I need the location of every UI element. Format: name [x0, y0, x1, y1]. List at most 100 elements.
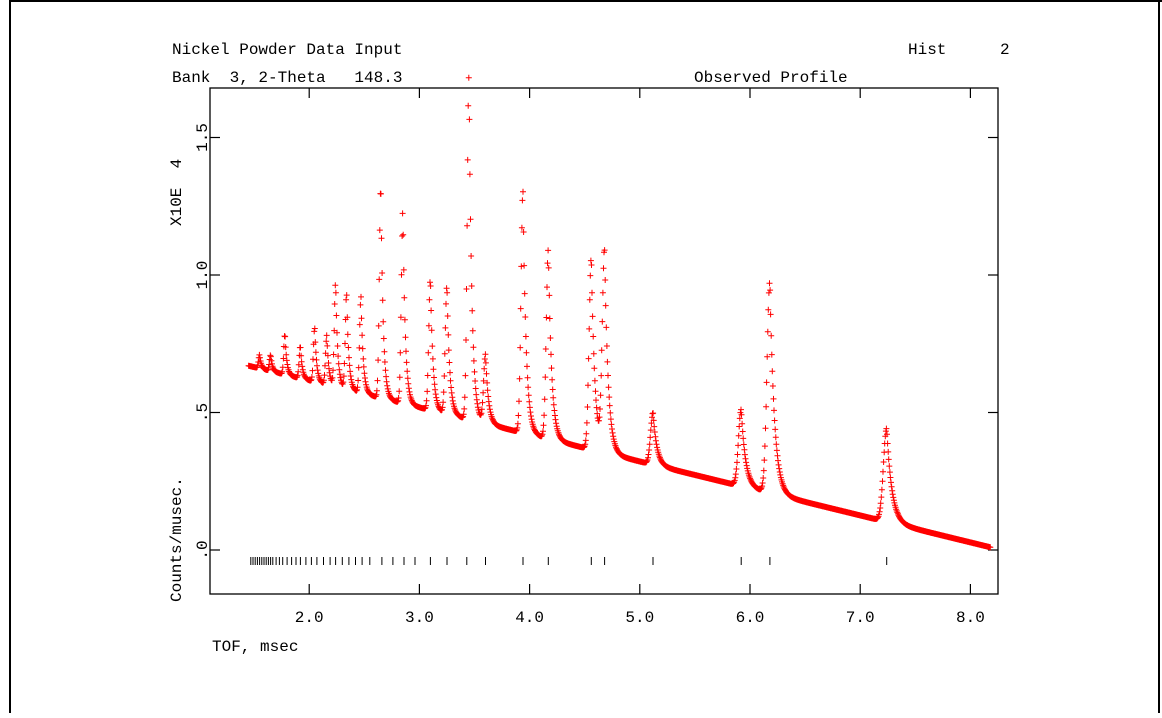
- data-point: [465, 74, 472, 81]
- data-point: [428, 307, 435, 314]
- x-tick-label: 8.0: [956, 609, 985, 627]
- x-axis-label: TOF, msec: [212, 638, 298, 656]
- data-point: [425, 349, 432, 356]
- data-point: [376, 227, 383, 234]
- data-point: [356, 321, 363, 328]
- bank-info: Bank 3, 2-Theta 148.3: [172, 69, 402, 87]
- x-tick-label: 4.0: [515, 609, 544, 627]
- data-point: [540, 428, 546, 435]
- data-point: [400, 266, 407, 273]
- data-point: [321, 372, 328, 379]
- data-point: [347, 368, 354, 375]
- hist-value: 2: [1000, 41, 1010, 59]
- data-point: [762, 425, 769, 432]
- data-point: [431, 374, 437, 381]
- data-point: [399, 210, 406, 217]
- data-point: [601, 247, 608, 254]
- data-point: [582, 437, 589, 444]
- data-point: [340, 379, 347, 386]
- data-point: [519, 197, 526, 204]
- data-point: [759, 480, 766, 486]
- data-point: [484, 379, 491, 386]
- data-point: [372, 393, 379, 400]
- y-axis: .0 .5 1.0 1.5: [194, 123, 998, 560]
- data-point: [344, 314, 351, 321]
- data-point: [466, 116, 473, 123]
- data-point: [400, 231, 407, 238]
- data-point: [888, 479, 894, 486]
- data-point: [587, 272, 594, 279]
- data-point: [582, 441, 589, 448]
- data-point: [345, 344, 352, 351]
- data-point: [776, 465, 783, 472]
- data-point: [359, 332, 366, 339]
- chart-title: Nickel Powder Data Input: [172, 41, 402, 59]
- data-point: [346, 362, 353, 369]
- data-point: [772, 434, 779, 441]
- data-point: [440, 389, 447, 396]
- data-point: [433, 394, 440, 401]
- data-point: [775, 457, 781, 464]
- data-point: [542, 346, 549, 352]
- data-point: [597, 406, 603, 412]
- data-point: [589, 289, 595, 296]
- data-point: [731, 477, 738, 484]
- data-point: [448, 389, 455, 396]
- data-point: [378, 235, 385, 242]
- data-point: [341, 360, 348, 367]
- data-point: [361, 370, 368, 377]
- data-point: [330, 367, 336, 374]
- data-point: [884, 431, 890, 438]
- data-point: [478, 406, 485, 413]
- data-point: [590, 333, 597, 340]
- data-point: [332, 282, 339, 289]
- data-point: [465, 102, 472, 109]
- data-point: [765, 306, 772, 313]
- data-point: [268, 357, 275, 364]
- data-point: [769, 368, 776, 375]
- data-point: [599, 289, 606, 296]
- data-point: [427, 279, 433, 286]
- data-point: [401, 316, 408, 323]
- data-point: [309, 367, 316, 374]
- data-point: [885, 448, 892, 455]
- data-point: [447, 377, 454, 384]
- data-point: [609, 429, 616, 436]
- data-point: [584, 404, 591, 410]
- data-point: [472, 378, 479, 384]
- data-point: [299, 363, 306, 370]
- data-point: [593, 404, 600, 411]
- data-point: [326, 369, 333, 376]
- data-point: [280, 355, 287, 362]
- data-point: [428, 327, 435, 334]
- data-point: [384, 382, 391, 389]
- data-point: [424, 388, 431, 395]
- data-point: [468, 253, 475, 259]
- data-point: [471, 368, 478, 375]
- data-point: [380, 335, 387, 342]
- data-point: [771, 407, 777, 414]
- data-point: [767, 311, 774, 318]
- data-point: [323, 338, 330, 345]
- data-point: [446, 359, 453, 366]
- data-point: [463, 286, 470, 292]
- data-point: [735, 442, 742, 449]
- data-point: [267, 353, 274, 360]
- data-point: [770, 395, 777, 402]
- data-point: [379, 270, 386, 276]
- data-point: [404, 375, 411, 382]
- data-point: [600, 265, 607, 272]
- data-point: [734, 451, 741, 458]
- data-point: [878, 486, 885, 493]
- data-point: [403, 348, 409, 355]
- data-point: [548, 365, 555, 372]
- data-point: [359, 345, 366, 352]
- data-point: [609, 426, 615, 432]
- data-point: [593, 397, 599, 404]
- data-point: [645, 451, 652, 458]
- data-point: [283, 357, 290, 364]
- data-point: [545, 247, 552, 254]
- data-point: [769, 383, 776, 389]
- data-point: [514, 424, 521, 431]
- plot-frame: [209, 87, 999, 595]
